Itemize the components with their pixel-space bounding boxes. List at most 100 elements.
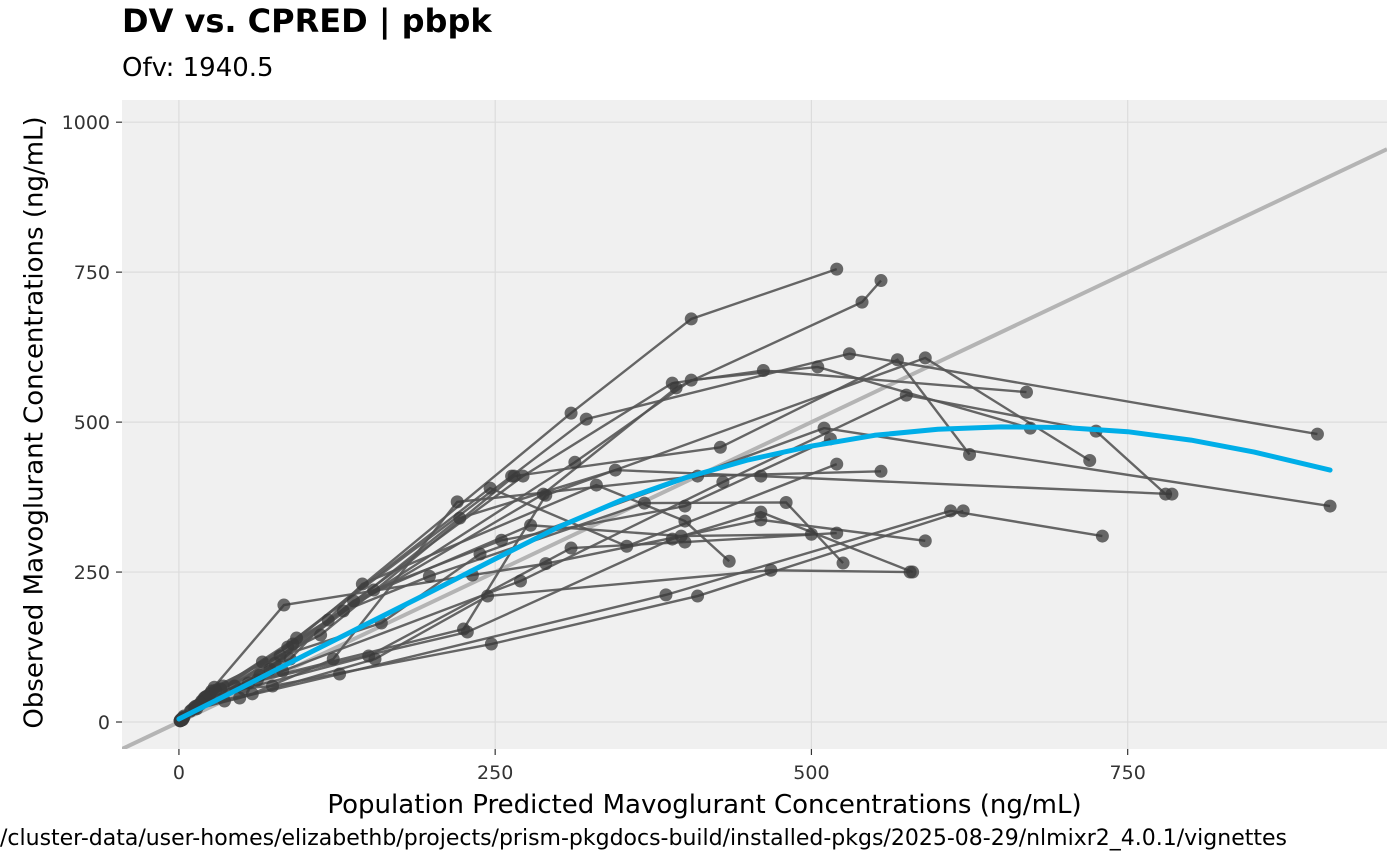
data-point bbox=[1019, 385, 1033, 399]
data-point bbox=[817, 421, 831, 435]
data-point bbox=[678, 535, 692, 549]
data-point bbox=[1159, 487, 1173, 501]
y-tick-label: 500 bbox=[74, 412, 110, 434]
data-point bbox=[589, 478, 603, 492]
data-point bbox=[684, 373, 698, 387]
smooth-curve-layer bbox=[176, 424, 1333, 722]
data-point bbox=[956, 504, 970, 518]
x-axis-title: Population Predicted Mavoglurant Concent… bbox=[327, 790, 1081, 820]
data-point bbox=[539, 557, 553, 571]
data-point bbox=[903, 565, 917, 579]
data-point bbox=[564, 406, 578, 420]
data-point bbox=[918, 534, 932, 548]
scatter-plot: 0 250 500 750 0 250 500 750 1000 Population Pre… bbox=[20, 100, 1387, 820]
y-axis-title: Observed Mavoglurant Concentrations (ng/… bbox=[20, 116, 50, 728]
data-point bbox=[314, 628, 328, 642]
data-point bbox=[722, 554, 736, 568]
data-point bbox=[422, 569, 436, 583]
data-point bbox=[483, 481, 497, 495]
data-point bbox=[362, 649, 376, 663]
y-axis: 0 250 500 750 1000 bbox=[62, 112, 122, 734]
data-point bbox=[890, 353, 904, 367]
y-tick-label: 0 bbox=[98, 712, 110, 734]
data-point bbox=[564, 541, 578, 555]
data-point bbox=[754, 469, 768, 483]
data-point bbox=[524, 518, 538, 532]
data-point bbox=[637, 496, 651, 510]
data-point bbox=[326, 652, 340, 666]
data-point bbox=[1095, 529, 1109, 543]
data-point bbox=[779, 495, 793, 509]
x-tick-label: 750 bbox=[1110, 762, 1146, 784]
data-point bbox=[830, 457, 844, 471]
data-point bbox=[568, 455, 582, 469]
data-point bbox=[764, 563, 778, 577]
data-point bbox=[209, 683, 223, 697]
data-point bbox=[355, 577, 369, 591]
chart-subtitle: Ofv: 1940.5 bbox=[122, 53, 274, 83]
y-tick-label: 750 bbox=[74, 262, 110, 284]
data-point bbox=[756, 364, 770, 378]
data-point bbox=[333, 667, 347, 681]
x-tick-label: 250 bbox=[477, 762, 513, 784]
data-point bbox=[691, 589, 705, 603]
data-point bbox=[830, 262, 844, 276]
data-point bbox=[266, 679, 280, 693]
y-tick-label: 1000 bbox=[62, 112, 110, 134]
data-point bbox=[513, 574, 527, 588]
data-point bbox=[944, 504, 958, 518]
data-point bbox=[507, 469, 521, 483]
data-point bbox=[484, 637, 498, 651]
data-point bbox=[684, 312, 698, 326]
x-tick-label: 0 bbox=[173, 762, 185, 784]
data-point bbox=[678, 514, 692, 528]
data-point bbox=[367, 583, 381, 597]
data-point bbox=[473, 547, 487, 561]
identity-line-layer bbox=[122, 147, 1387, 749]
data-point bbox=[539, 488, 553, 502]
data-point bbox=[608, 463, 622, 477]
data-point bbox=[1083, 453, 1097, 467]
data-point bbox=[460, 625, 474, 639]
data-point bbox=[678, 499, 692, 513]
data-point bbox=[579, 412, 593, 426]
data-point bbox=[277, 598, 291, 612]
data-point bbox=[620, 539, 634, 553]
data-point bbox=[659, 588, 673, 602]
data-point bbox=[453, 511, 467, 525]
data-point bbox=[855, 295, 869, 309]
file-path-caption: /cluster-data/user-homes/elizabethb/proj… bbox=[0, 826, 1287, 851]
data-point bbox=[336, 604, 350, 618]
y-tick-label: 250 bbox=[74, 562, 110, 584]
data-point bbox=[481, 589, 495, 603]
gridlines bbox=[122, 100, 1387, 749]
data-point bbox=[346, 594, 360, 608]
data-point bbox=[804, 527, 818, 541]
data-point bbox=[918, 351, 932, 365]
chart-title: DV vs. CPRED | pbpk bbox=[122, 2, 492, 40]
smooth-curve bbox=[176, 424, 1333, 722]
data-point bbox=[495, 533, 508, 547]
data-point bbox=[963, 447, 977, 461]
data-point bbox=[830, 526, 844, 540]
data-point bbox=[716, 475, 730, 489]
x-tick-label: 500 bbox=[793, 762, 829, 784]
data-point bbox=[836, 556, 850, 570]
data-point bbox=[1323, 499, 1337, 513]
identity-line bbox=[122, 147, 1387, 749]
data-point bbox=[713, 440, 727, 454]
data-point bbox=[669, 381, 683, 395]
data-point bbox=[321, 613, 335, 627]
data-points bbox=[173, 262, 1337, 728]
data-point bbox=[899, 388, 913, 402]
data-point bbox=[811, 360, 825, 374]
data-point bbox=[450, 495, 464, 509]
x-axis: 0 250 500 750 bbox=[173, 749, 1146, 784]
data-point bbox=[874, 274, 888, 288]
data-point bbox=[290, 631, 304, 645]
data-point bbox=[1310, 427, 1324, 441]
data-point bbox=[842, 347, 856, 361]
data-point bbox=[874, 464, 888, 478]
data-point bbox=[754, 513, 768, 527]
data-point bbox=[255, 655, 269, 669]
